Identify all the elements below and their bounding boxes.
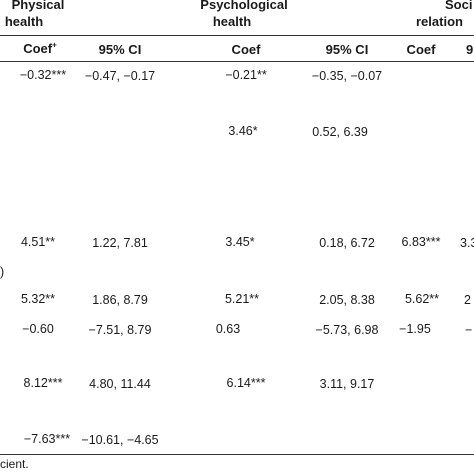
header-rule-bottom [0,61,474,62]
cell-row5-psychological-coef: 6.14*** [226,376,266,390]
cell-row3-physical-coef: 5.32** [20,292,56,306]
cell-row4-social-ci: − [465,323,473,337]
cell-row2-psychological-ci: 0.18, 6.72 [319,236,375,250]
cell-row0-physical-coef: −0.32*** [19,68,67,82]
group-header-psychological-line1: Psychological [200,0,288,12]
cell-row6-physical-coef: −7.63*** [23,432,71,446]
cell-row2-physical-coef: 4.51** [20,235,56,249]
cell-row0-physical-ci: −0.47, −0.17 [84,69,156,83]
cell-row0-psychological-coef: −0.21** [225,68,267,82]
cell-row5-physical-coef: 8.12*** [23,376,63,390]
cell-row5-psychological-ci: 3.11, 9.17 [319,377,375,391]
group-header-social-line1: Soci [445,0,473,12]
header-rule-top [0,35,474,36]
cell-row3-physical-ci: 1.86, 8.79 [92,293,148,307]
cell-row6-physical-ci: −10.61, −4.65 [81,433,159,447]
column-header-social-coef: Coef [406,42,436,57]
cell-row1-psychological-coef: 3.46* [228,124,258,138]
cell-row4-physical-ci: −7.51, 8.79 [88,323,152,337]
cell-row3-social-coef: 5.62** [404,292,440,306]
row-label-fragment: ) [0,265,5,279]
cell-row2-social-coef: 6.83*** [401,235,441,249]
group-header-psychological-line2: health [212,14,252,29]
cell-row2-psychological-coef: 3.45* [225,235,255,249]
group-header-physical-line2: health [4,14,44,29]
cell-row3-psychological-ci: 2.05, 8.38 [319,293,375,307]
cell-row4-psychological-ci: −5.73, 6.98 [315,323,379,337]
table-bottom-rule [0,454,474,455]
cell-row2-social-ci: 3.3 [460,236,474,250]
cell-row3-psychological-coef: 5.21** [224,292,260,306]
cell-row0-psychological-ci: −0.35, −0.07 [311,69,383,83]
column-header-psychological-ci: 95% CI [325,42,369,57]
cell-row4-physical-coef: −0.60 [22,322,54,336]
column-header-physical-coef: Coef+ [23,40,57,56]
cell-row2-physical-ci: 1.22, 7.81 [92,236,148,250]
column-header-physical-ci: 95% CI [98,42,142,57]
group-header-social-line2: relation [416,14,463,29]
cell-row5-physical-ci: 4.80, 11.44 [89,377,151,391]
cell-row4-psychological-coef: 0.63 [215,322,241,336]
footnote-fragment: cient. [0,457,29,471]
cell-row3-social-ci: 2 [464,293,471,307]
column-header-social-ci: 9 [466,42,474,57]
column-header-psychological-coef: Coef [231,42,261,57]
cell-row1-psychological-ci: 0.52, 6.39 [312,125,368,139]
group-header-physical-line1: Physical [11,0,65,12]
cell-row4-social-coef: −1.95 [399,322,431,336]
